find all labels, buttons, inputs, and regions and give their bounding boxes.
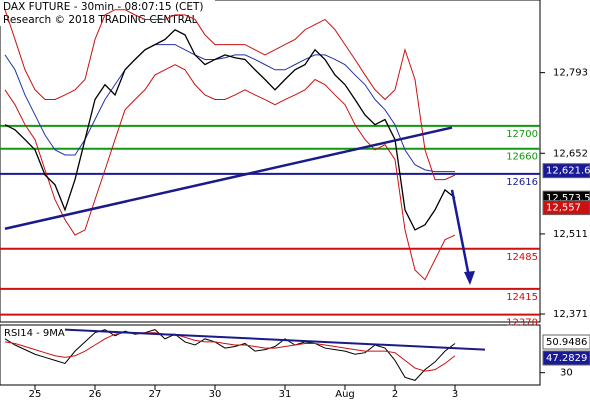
rsi-trendline [64,328,486,351]
level-label: 12485 [506,252,538,263]
rsi-last-label: 50.9486 [546,337,587,348]
y-tick-label: 12,371 [553,309,588,320]
last-price-label-box [542,200,590,216]
x-tick-label: 30 [209,389,222,400]
last-price-label: 12,573.5 [546,193,590,204]
price-line [4,28,456,231]
price-line [4,64,456,281]
forecast-arrow [450,189,472,283]
last-price-label: 12,621.6 [546,166,590,177]
level-label: 12660 [506,152,538,163]
y-tick-label: 12,511 [553,229,588,240]
level-label: 12370 [506,318,538,329]
rsi-last-label-box [542,350,590,366]
rsi-tick-label: 30 [560,368,573,379]
y-tick-label: 12,652 [553,148,588,159]
last-price-label: 12,557 [546,203,581,214]
y-tick-label: 12,793 [553,68,588,79]
price-line [4,9,456,181]
rsi-line [4,329,456,381]
rsi-label: RSI14 - 9MA [4,328,65,339]
level-label: 12700 [506,129,538,140]
rsi-line [4,332,456,372]
price-line [4,44,455,173]
arrow-head [464,270,475,285]
chart-subtitle: Research © 2018 TRADING CENTRAL [3,14,198,26]
rsi-last-label: 47.2829 [546,353,587,364]
level-label: 12616 [506,177,538,188]
x-tick-label: 2 [392,389,398,400]
last-price-label-box [542,163,590,179]
x-tick-label: 25 [29,389,42,400]
x-tick-label: 27 [149,389,162,400]
title-bg [0,0,215,26]
x-tick-label: 26 [89,389,102,400]
rsi-panel [0,324,541,386]
x-tick-label: Aug [335,389,355,400]
x-tick-label: 3 [452,389,458,400]
x-tick-label: 31 [279,389,292,400]
trendline [4,126,453,230]
chart-title: DAX FUTURE - 30min - 08:07:15 (CET) [3,1,204,13]
level-label: 12415 [506,292,538,303]
rsi-last-label-box [542,334,590,350]
price-panel [0,0,541,323]
